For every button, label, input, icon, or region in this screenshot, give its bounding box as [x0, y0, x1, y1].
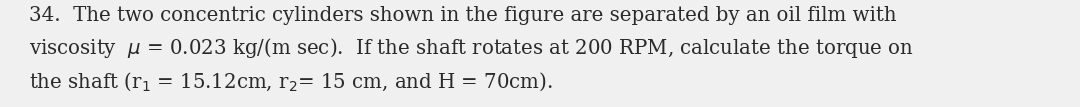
Text: the shaft (r$_1$ = 15.12cm, r$_2$= 15 cm, and H = 70cm).: the shaft (r$_1$ = 15.12cm, r$_2$= 15 cm… [29, 70, 553, 93]
Text: viscosity  $\mu$ = 0.023 kg/(m sec).  If the shaft rotates at 200 RPM, calculate: viscosity $\mu$ = 0.023 kg/(m sec). If t… [29, 36, 914, 59]
Text: 34.  The two concentric cylinders shown in the figure are separated by an oil fi: 34. The two concentric cylinders shown i… [29, 6, 896, 25]
